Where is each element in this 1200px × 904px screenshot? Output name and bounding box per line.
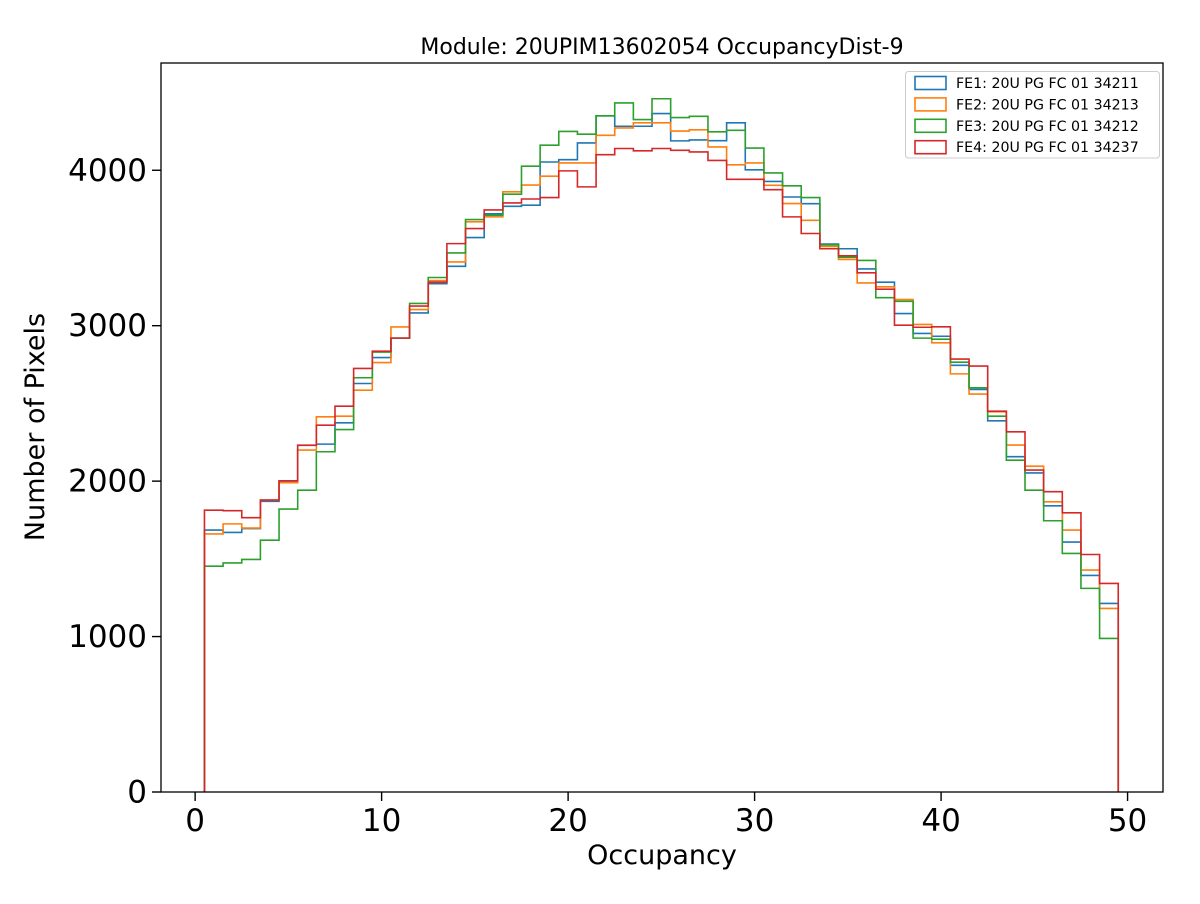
y-tick-label: 2000 (68, 464, 147, 500)
x-axis-label: Occupancy (587, 840, 737, 871)
y-axis-label: Number of Pixels (20, 313, 51, 541)
series-fe4 (203, 147, 1120, 792)
legend-swatch (914, 75, 947, 91)
legend-entry: FE2: 20U PG FC 01 34213 (914, 97, 1139, 113)
y-tick-label: 3000 (68, 308, 147, 344)
y-tick-label: 4000 (68, 153, 147, 189)
x-tick-label: 20 (548, 803, 587, 839)
legend-frame (905, 71, 1160, 159)
x-tick-label: 0 (185, 803, 205, 839)
x-tick-label: 10 (362, 803, 401, 839)
chart-title: Module: 20UPIM13602054 OccupancyDist-9 (420, 35, 903, 60)
plot-frame (160, 62, 1164, 793)
y-tick-label: 1000 (68, 619, 147, 655)
legend-label: FE4: 20U PG FC 01 34237 (956, 140, 1139, 156)
legend: FE1: 20U PG FC 01 34211 FE2: 20U PG FC 01… (905, 71, 1160, 159)
legend-entry: FE1: 20U PG FC 01 34211 (914, 75, 1139, 92)
legend-label: FE1: 20U PG FC 01 34211 (956, 76, 1139, 92)
ticks-layer: 0 10 20 30 40 50 0 1000 2000 3000 4000 (68, 153, 1147, 839)
legend-entry: FE4: 20U PG FC 01 34237 (914, 139, 1139, 156)
legend-label: FE3: 20U PG FC 01 34212 (956, 119, 1139, 135)
legend-swatch (914, 97, 947, 112)
legend-label: FE2: 20U PG FC 01 34213 (956, 97, 1139, 113)
y-tick-label: 0 (127, 775, 147, 811)
x-tick-label: 50 (1108, 803, 1147, 839)
legend-swatch (914, 139, 947, 155)
series-layer (203, 97, 1120, 792)
x-tick-label: 30 (735, 803, 774, 839)
legend-swatch (914, 118, 947, 134)
legend-entry: FE3: 20U PG FC 01 34212 (914, 118, 1139, 135)
x-tick-label: 40 (921, 803, 960, 839)
